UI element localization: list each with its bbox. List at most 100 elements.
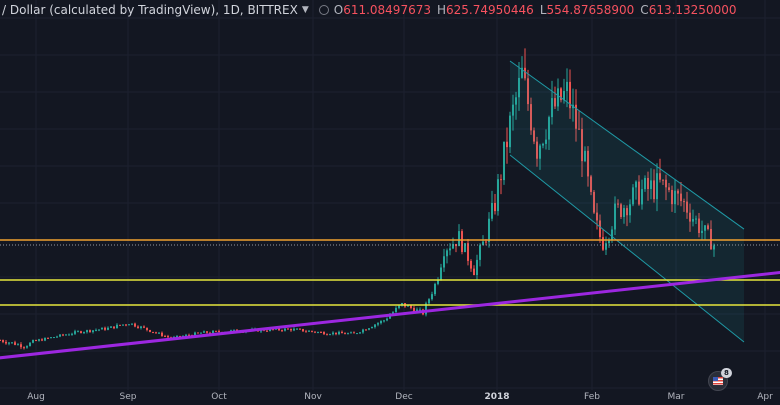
trendline-support xyxy=(0,271,780,360)
candle-body xyxy=(602,237,604,250)
candle xyxy=(638,175,640,206)
candle-body xyxy=(710,228,712,250)
candle-body xyxy=(335,332,337,335)
candle xyxy=(23,346,25,350)
candle-body xyxy=(536,141,538,159)
candle-body xyxy=(656,173,658,200)
candle-body xyxy=(701,230,703,233)
candle xyxy=(308,330,310,332)
candle xyxy=(305,329,307,333)
candle-body xyxy=(203,331,205,333)
candle-body xyxy=(302,328,304,332)
economic-events-badge[interactable]: 8 xyxy=(708,368,732,391)
candle xyxy=(206,331,208,334)
candle-body xyxy=(662,179,664,181)
candle xyxy=(290,328,292,332)
candle xyxy=(494,193,496,215)
candle-body xyxy=(344,333,346,335)
candle xyxy=(293,327,295,332)
candle xyxy=(149,329,151,333)
chevron-down-icon[interactable]: ▼ xyxy=(301,5,309,15)
candle-body xyxy=(650,180,652,189)
candle xyxy=(197,332,199,334)
candle xyxy=(122,324,124,326)
candle xyxy=(434,282,436,296)
x-tick-apr: Apr xyxy=(757,392,773,402)
candle xyxy=(554,86,556,110)
candle xyxy=(158,332,160,334)
candle-body xyxy=(8,342,10,344)
candle-body xyxy=(692,218,694,222)
candle-body xyxy=(320,331,322,333)
candle-body xyxy=(23,347,25,349)
candle-body xyxy=(137,326,139,328)
candle-body xyxy=(131,323,133,325)
candle xyxy=(29,342,31,347)
candle-body xyxy=(461,231,463,253)
candle xyxy=(680,181,682,207)
candle-body xyxy=(122,324,124,326)
candle xyxy=(386,317,388,322)
candle xyxy=(284,327,286,332)
candle xyxy=(698,213,700,238)
candle xyxy=(83,331,85,334)
candle-body xyxy=(458,231,460,247)
candle-body xyxy=(473,268,475,276)
candle xyxy=(560,87,562,103)
time-axis[interactable]: Aug Sep Oct Nov Dec 2018 Feb Mar Apr xyxy=(0,390,780,405)
candle-body xyxy=(341,331,343,334)
candle xyxy=(161,331,163,337)
candle xyxy=(626,205,628,227)
symbol-title[interactable]: / Dollar (calculated by TradingView), 1D… xyxy=(2,3,298,17)
candle-body xyxy=(530,104,532,131)
candle-body xyxy=(326,334,328,336)
candle xyxy=(374,324,376,329)
candle-body xyxy=(641,189,643,205)
candle-body xyxy=(308,330,310,332)
x-tick-feb: Feb xyxy=(584,392,600,402)
candle-body xyxy=(176,335,178,337)
candle-body xyxy=(215,330,217,332)
candle-body xyxy=(53,337,55,339)
candle-body xyxy=(71,333,73,335)
candle xyxy=(59,334,61,338)
candle xyxy=(551,80,553,125)
candle-body xyxy=(512,104,514,116)
candle-body xyxy=(233,329,235,331)
candle xyxy=(689,203,691,232)
candle-body xyxy=(545,139,547,144)
candle-body xyxy=(296,328,298,330)
candle xyxy=(356,332,358,335)
candle-body xyxy=(359,332,361,334)
candle xyxy=(440,263,442,281)
candle-body xyxy=(383,320,385,322)
candle-body xyxy=(467,243,469,261)
candle xyxy=(629,199,631,223)
candle xyxy=(71,332,73,336)
low-label: L xyxy=(539,3,547,17)
candle-body xyxy=(158,332,160,334)
candle xyxy=(65,333,67,336)
candle-body xyxy=(329,334,331,336)
candle-body xyxy=(515,97,517,105)
candle xyxy=(47,337,49,339)
candle-body xyxy=(32,340,34,343)
candle xyxy=(395,306,397,313)
candle xyxy=(707,223,709,231)
candle-body xyxy=(110,326,112,328)
candle-body xyxy=(200,332,202,334)
candle xyxy=(659,158,661,183)
candle xyxy=(446,248,448,264)
candle-body xyxy=(47,337,49,339)
visibility-icon[interactable] xyxy=(318,5,329,15)
candle xyxy=(599,214,601,243)
candle-body xyxy=(647,177,649,189)
candle-body xyxy=(38,339,40,341)
candle xyxy=(503,141,505,185)
low-value: 554.87658900 xyxy=(546,3,635,17)
candle xyxy=(542,142,544,149)
candle xyxy=(617,199,619,208)
candle xyxy=(512,94,514,131)
candle-body xyxy=(524,67,526,79)
